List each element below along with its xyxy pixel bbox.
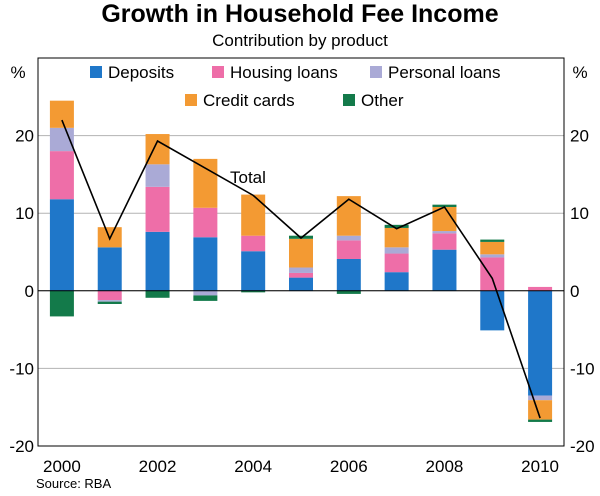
chart-subtitle: Contribution by product: [212, 31, 388, 50]
y-tick-label-right: 10: [570, 204, 589, 223]
bar-deposits: [145, 231, 170, 291]
bar-credit-cards: [145, 134, 170, 165]
bar-housing-loans: [241, 235, 266, 252]
y-tick-label-left: 10: [15, 204, 34, 223]
bar-housing-loans: [432, 233, 457, 250]
y-tick-label-left: -20: [9, 437, 34, 456]
bar-housing-loans: [193, 207, 218, 238]
legend-label: Credit cards: [203, 91, 295, 110]
bar-credit-cards: [528, 400, 553, 420]
bar-deposits: [193, 237, 218, 291]
bar-credit-cards: [336, 196, 361, 236]
bar-credit-cards: [384, 227, 409, 248]
bar-housing-loans: [528, 286, 553, 291]
plot-border: [37, 57, 565, 447]
legend-swatch: [343, 94, 355, 106]
bar-credit-cards: [480, 241, 505, 255]
legend-swatch: [185, 94, 197, 106]
bar-credit-cards: [289, 238, 313, 268]
bar-personal-loans: [97, 300, 122, 302]
bar-credit-cards: [193, 158, 218, 208]
chart-title: Growth in Household Fee Income: [101, 0, 499, 28]
y-unit-left: %: [10, 63, 25, 82]
legend-swatch: [370, 66, 382, 78]
legend-label: Housing loans: [230, 63, 338, 82]
bar-deposits: [432, 249, 457, 291]
bar-deposits: [241, 251, 266, 291]
legend-swatch: [90, 66, 102, 78]
y-tick-label-right: -20: [570, 437, 595, 456]
x-tick-label: 2008: [426, 457, 464, 476]
legend-label: Other: [361, 91, 404, 110]
bar-other: [480, 239, 505, 242]
bar-other: [528, 419, 553, 422]
bar-personal-loans: [289, 267, 313, 273]
bar-housing-loans: [480, 257, 505, 291]
bar-personal-loans: [432, 231, 457, 234]
x-tick-label: 2002: [139, 457, 177, 476]
bar-credit-cards: [241, 194, 266, 236]
bar-deposits: [97, 247, 122, 291]
bar-housing-loans: [384, 253, 409, 273]
legend-label: Personal loans: [388, 63, 500, 82]
x-tick-label: 2004: [234, 457, 272, 476]
bar-other: [241, 290, 266, 293]
source-note: Source: RBA: [36, 476, 112, 491]
total-line: [61, 119, 541, 419]
bar-deposits: [336, 258, 361, 291]
bar-other: [336, 290, 361, 294]
bar-deposits: [289, 277, 313, 291]
bar-deposits: [49, 199, 74, 291]
y-tick-label-left: 0: [25, 282, 34, 301]
bar-housing-loans: [145, 186, 170, 232]
bar-personal-loans: [480, 254, 505, 258]
y-tick-label-left: 20: [15, 127, 34, 146]
bar-other: [97, 301, 122, 304]
bar-other: [49, 290, 74, 317]
bar-other: [145, 290, 170, 298]
bar-housing-loans: [97, 290, 122, 301]
bar-personal-loans: [384, 247, 409, 254]
y-tick-label-right: 0: [570, 282, 579, 301]
x-tick-label: 2000: [43, 457, 81, 476]
bar-credit-cards: [49, 100, 74, 128]
bar-housing-loans: [49, 151, 74, 200]
y-tick-label-right: 20: [570, 127, 589, 146]
x-tick-label: 2010: [521, 457, 559, 476]
bar-personal-loans: [145, 164, 170, 187]
bar-housing-loans: [289, 272, 313, 278]
bar-deposits: [480, 290, 505, 331]
legend-label: Deposits: [108, 63, 174, 82]
bar-personal-loans: [193, 290, 218, 296]
bar-personal-loans: [528, 395, 553, 401]
bar-deposits: [384, 272, 409, 291]
x-tick-label: 2006: [330, 457, 368, 476]
bar-housing-loans: [336, 240, 361, 259]
y-unit-right: %: [572, 63, 587, 82]
bar-other: [193, 295, 218, 301]
bar-personal-loans: [336, 235, 361, 241]
bar-deposits: [528, 290, 553, 396]
legend-swatch: [212, 66, 224, 78]
total-label: Total: [230, 168, 266, 187]
bar-other: [432, 204, 457, 207]
bar-other: [384, 224, 409, 228]
y-tick-label-right: -10: [570, 359, 595, 378]
y-tick-label-left: -10: [9, 359, 34, 378]
